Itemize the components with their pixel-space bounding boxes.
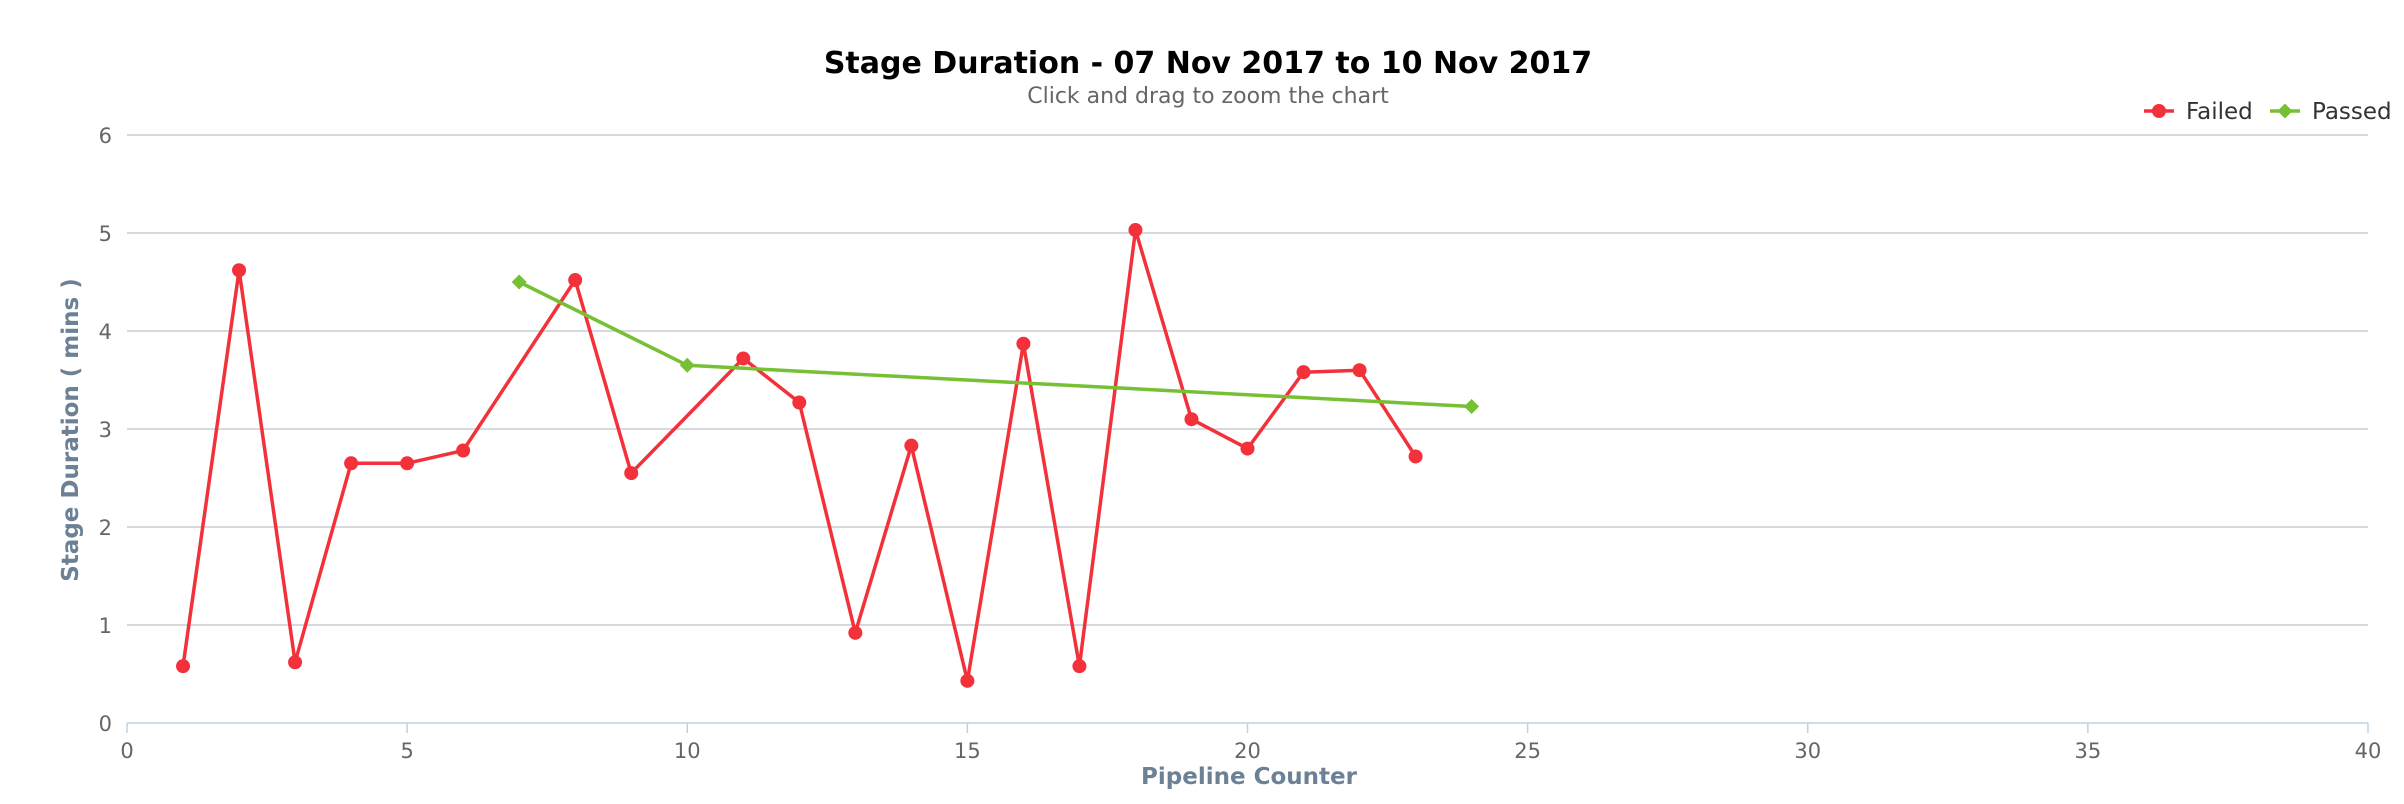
- x-tick-label: 35: [2075, 739, 2102, 763]
- legend-marker-failed: [2152, 104, 2166, 118]
- series-group[interactable]: [176, 223, 1480, 688]
- legend-label-passed: Passed: [2312, 99, 2392, 125]
- legend-label-failed: Failed: [2186, 99, 2253, 125]
- x-tick-label: 40: [2355, 739, 2382, 763]
- y-tick-label: 4: [99, 320, 112, 344]
- chart-subtitle: Click and drag to zoom the chart: [1027, 84, 1389, 109]
- series-line-failed[interactable]: [181, 228, 1418, 683]
- data-point-failed[interactable]: [960, 673, 975, 688]
- y-tick-label: 6: [99, 124, 112, 148]
- series-line-passed[interactable]: [518, 280, 1472, 409]
- x-tick-label: 30: [1794, 739, 1821, 763]
- data-point-failed[interactable]: [736, 351, 751, 366]
- data-point-failed[interactable]: [232, 263, 247, 278]
- data-point-failed[interactable]: [624, 466, 639, 481]
- data-point-failed[interactable]: [288, 655, 303, 670]
- data-point-failed[interactable]: [1408, 449, 1423, 464]
- legend-item-failed[interactable]: Failed: [2144, 99, 2253, 125]
- grid-lines: [127, 134, 2368, 626]
- y-tick-label: 1: [99, 614, 112, 638]
- data-point-failed[interactable]: [176, 659, 191, 674]
- data-point-failed[interactable]: [904, 438, 919, 453]
- data-point-failed[interactable]: [1016, 336, 1031, 351]
- x-axis-ticks: 0 5 10 15 20 25 30 35 40: [120, 723, 2381, 763]
- data-point-failed[interactable]: [848, 625, 863, 640]
- x-tick-label: 10: [674, 739, 701, 763]
- x-axis-title: Pipeline Counter: [1141, 764, 1358, 790]
- data-point-passed[interactable]: [1464, 398, 1480, 414]
- data-point-failed[interactable]: [344, 456, 359, 471]
- data-point-failed[interactable]: [400, 456, 415, 471]
- data-point-failed[interactable]: [1296, 365, 1311, 380]
- x-tick-label: 0: [120, 739, 133, 763]
- data-point-passed[interactable]: [511, 274, 527, 290]
- x-tick-label: 15: [954, 739, 981, 763]
- data-point-failed[interactable]: [1240, 441, 1255, 456]
- data-point-failed[interactable]: [1128, 223, 1143, 238]
- data-point-failed[interactable]: [1184, 412, 1199, 427]
- legend[interactable]: Failed Passed: [2144, 99, 2392, 125]
- data-point-failed[interactable]: [1072, 659, 1087, 674]
- x-tick-label: 5: [400, 739, 413, 763]
- y-tick-label: 5: [99, 222, 112, 246]
- x-tick-label: 25: [1514, 739, 1541, 763]
- data-point-failed[interactable]: [456, 443, 471, 458]
- data-point-failed[interactable]: [1352, 363, 1367, 378]
- legend-marker-passed: [2277, 103, 2293, 119]
- data-point-failed[interactable]: [568, 273, 583, 288]
- series-failed[interactable]: [176, 223, 1423, 688]
- legend-item-passed[interactable]: Passed: [2270, 99, 2392, 125]
- series-passed[interactable]: [511, 274, 1480, 414]
- chart-title: Stage Duration - 07 Nov 2017 to 10 Nov 2…: [824, 46, 1592, 81]
- y-axis-title: Stage Duration ( mins ): [58, 278, 84, 582]
- y-tick-label: 0: [99, 712, 112, 736]
- data-point-failed[interactable]: [792, 395, 807, 410]
- data-point-passed[interactable]: [679, 357, 695, 373]
- y-axis-ticks: 0 1 2 3 4 5 6: [99, 124, 112, 736]
- y-tick-label: 2: [99, 516, 112, 540]
- y-tick-label: 3: [99, 418, 112, 442]
- x-tick-label: 20: [1234, 739, 1261, 763]
